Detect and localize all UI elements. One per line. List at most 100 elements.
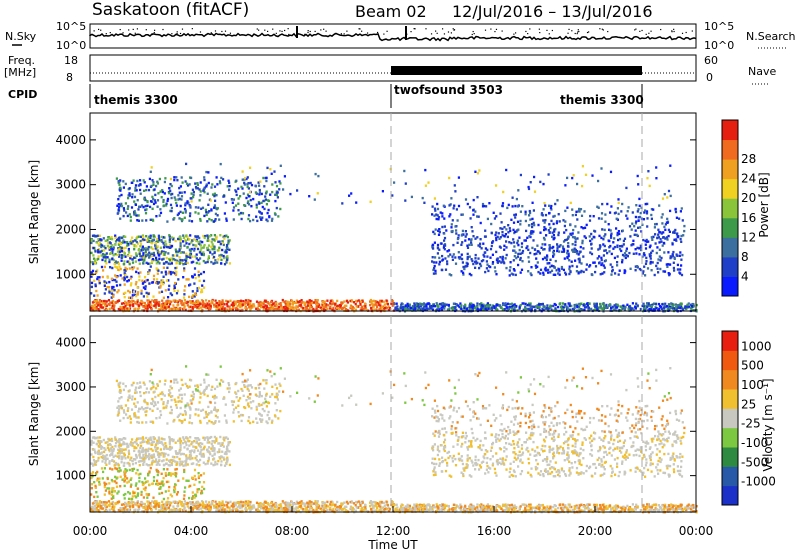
scatter-cell: [357, 299, 360, 302]
scatter-cell: [162, 242, 165, 245]
scatter-cell: [658, 204, 661, 207]
scatter-cell: [594, 270, 597, 274]
scatter-cell: [553, 214, 556, 218]
scatter-cell: [105, 505, 108, 509]
scatter-cell: [278, 308, 281, 311]
scatter-cell: [111, 285, 114, 289]
scatter-cell: [615, 227, 618, 230]
scatter-cell: [375, 300, 379, 304]
scatter-cell: [562, 250, 566, 253]
scatter-cell: [472, 262, 475, 266]
scatter-cell: [669, 209, 672, 213]
scatter-cell: [663, 225, 666, 229]
scatter-cell: [289, 504, 292, 507]
scatter-cell: [508, 269, 511, 272]
scatter-cell: [307, 302, 310, 305]
scatter-cell: [228, 248, 231, 251]
scatter-cell: [214, 212, 217, 216]
scatter-cell: [528, 214, 531, 217]
scatter-cell: [108, 280, 111, 284]
scatter-cell: [127, 249, 130, 253]
scatter-cell: [440, 242, 443, 245]
scatter-cell: [231, 308, 235, 312]
scatter-cell: [650, 306, 653, 309]
scatter-cell: [193, 295, 196, 298]
scatter-cell: [286, 509, 289, 512]
scatter-cell: [495, 308, 498, 311]
scatter-cell: [208, 217, 211, 221]
scatter-cell: [206, 239, 209, 242]
scatter-cell: [404, 199, 407, 202]
scatter-cell: [139, 258, 142, 261]
scatter-cell: [160, 507, 163, 511]
scatter-cell: [379, 304, 382, 307]
scatter-cell: [524, 305, 527, 308]
scatter-cell: [91, 261, 94, 264]
scatter-cell: [148, 282, 151, 285]
scatter-cell: [623, 269, 626, 272]
scatter-cell: [206, 302, 209, 305]
nsearch-dot: [648, 32, 650, 34]
scatter-cell: [673, 257, 676, 260]
scatter-cell: [158, 262, 161, 265]
scatter-cell: [120, 250, 124, 253]
scatter-cell: [220, 303, 223, 307]
scatter-cell: [108, 237, 111, 240]
scatter-cell: [666, 238, 669, 241]
scatter-cell: [194, 182, 197, 185]
scatter-cell: [264, 198, 267, 201]
scatter-cell: [574, 238, 577, 241]
scatter-cell: [458, 257, 461, 260]
nsky-label: N.Sky: [5, 30, 37, 43]
scatter-cell: [184, 261, 187, 265]
scatter-cell: [672, 250, 675, 254]
scatter-cell: [667, 251, 670, 254]
scatter-cell: [378, 308, 381, 311]
scatter-cell: [460, 253, 463, 256]
scatter-cell: [422, 308, 425, 311]
scatter-cell: [173, 306, 176, 310]
scatter-cell: [107, 299, 111, 302]
scatter-cell: [655, 177, 658, 180]
nsearch-dot: [453, 29, 456, 31]
scatter-cell: [213, 247, 216, 251]
scatter-cell: [655, 264, 658, 268]
scatter-cell: [401, 309, 404, 312]
scatter-cell: [122, 186, 125, 189]
scatter-cell: [189, 301, 192, 305]
scatter-cell: [95, 241, 98, 244]
scatter-cell: [214, 259, 217, 262]
scatter-cell: [618, 248, 622, 251]
scatter-cell: [435, 261, 438, 264]
scatter-cell: [182, 236, 185, 239]
scatter-cell: [185, 182, 189, 185]
scatter-cell: [623, 271, 626, 275]
scatter-cell: [671, 304, 674, 308]
scatter-cell: [335, 506, 339, 509]
scatter-cell: [583, 308, 586, 312]
scatter-cell: [167, 288, 170, 291]
scatter-cell: [355, 201, 358, 204]
scatter-cell: [92, 510, 95, 513]
scatter-cell: [251, 507, 254, 510]
scatter-cell: [642, 238, 645, 242]
scatter-cell: [196, 301, 200, 304]
scatter-cell: [176, 259, 179, 262]
scatter-cell: [517, 252, 520, 256]
scatter-cell: [479, 308, 482, 311]
scatter-cell: [443, 302, 446, 306]
nsearch-dot: [346, 30, 348, 32]
scatter-cell: [260, 212, 263, 215]
scatter-cell: [241, 187, 244, 190]
scatter-cell: [128, 251, 131, 254]
scatter-cell: [436, 243, 440, 247]
scatter-cell: [554, 202, 557, 206]
scatter-cell: [482, 242, 485, 245]
scatter-cell: [365, 308, 368, 312]
scatter-cell: [466, 202, 469, 206]
scatter-cell: [210, 208, 213, 211]
scatter-cell: [616, 231, 619, 235]
colorbar-tick: 28: [741, 152, 756, 166]
scatter-cell: [224, 201, 227, 204]
